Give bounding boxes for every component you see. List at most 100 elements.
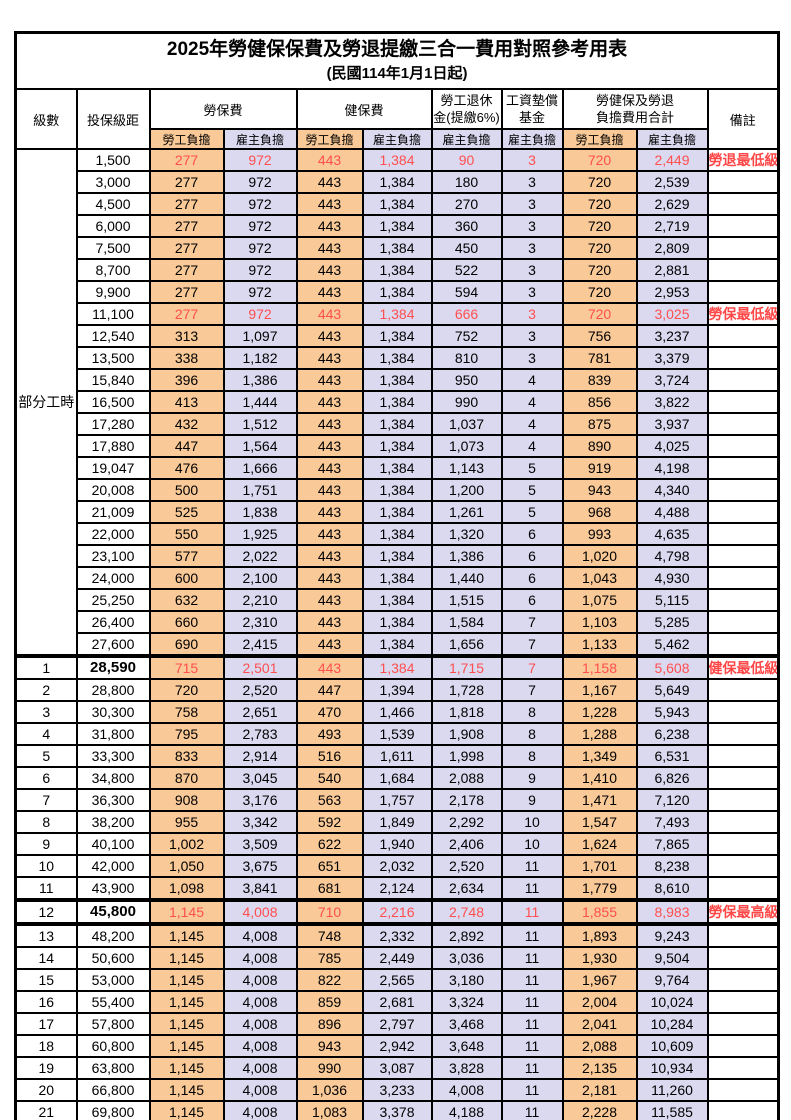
value-cell: 2,415 bbox=[222, 632, 298, 657]
level-cell: 3 bbox=[14, 700, 78, 724]
bracket-cell: 9,900 bbox=[75, 280, 151, 304]
level-cell: 9 bbox=[14, 832, 78, 856]
value-cell: 1,182 bbox=[222, 346, 298, 370]
value-cell: 1,020 bbox=[561, 544, 638, 568]
value-cell: 396 bbox=[148, 368, 225, 392]
header-wage-fund-line2: 基金 bbox=[518, 110, 545, 125]
value-cell: 666 bbox=[430, 302, 503, 326]
value-cell: 6,531 bbox=[635, 744, 709, 768]
value-cell: 11 bbox=[500, 923, 564, 948]
value-cell: 443 bbox=[295, 280, 364, 304]
value-cell: 10 bbox=[500, 810, 564, 834]
table-row: 6,000 277 972 443 1,384 360 3 720 2,719 bbox=[16, 214, 780, 238]
value-cell: 4,008 bbox=[222, 1056, 298, 1080]
value-cell: 3 bbox=[500, 192, 564, 216]
remark-cell bbox=[706, 368, 780, 392]
value-cell: 443 bbox=[295, 192, 364, 216]
bracket-cell: 23,100 bbox=[75, 544, 151, 568]
value-cell: 2,539 bbox=[635, 170, 709, 194]
value-cell: 2,501 bbox=[222, 654, 298, 680]
value-cell: 1,908 bbox=[430, 722, 503, 746]
value-cell: 2,565 bbox=[361, 968, 433, 992]
value-cell: 1,384 bbox=[361, 654, 433, 680]
value-cell: 651 bbox=[295, 854, 364, 878]
value-cell: 360 bbox=[430, 214, 503, 238]
value-cell: 4,198 bbox=[635, 456, 709, 480]
value-cell: 5 bbox=[500, 456, 564, 480]
value-cell: 943 bbox=[561, 478, 638, 502]
value-cell: 1,384 bbox=[361, 368, 433, 392]
value-cell: 972 bbox=[222, 258, 298, 282]
value-cell: 447 bbox=[148, 434, 225, 458]
table-row: 17,880 447 1,564 443 1,384 1,073 4 890 4,025 bbox=[16, 434, 780, 458]
subheader-health-employer: 雇主負擔 bbox=[361, 128, 433, 150]
value-cell: 1,656 bbox=[430, 632, 503, 657]
value-cell: 720 bbox=[561, 170, 638, 194]
value-cell: 972 bbox=[222, 302, 298, 326]
table-row: 3,000 277 972 443 1,384 180 3 720 2,539 bbox=[16, 170, 780, 194]
value-cell: 3 bbox=[500, 302, 564, 326]
value-cell: 11 bbox=[500, 1012, 564, 1036]
value-cell: 2,681 bbox=[361, 990, 433, 1014]
subheader-labor-employee: 勞工負擔 bbox=[148, 128, 225, 150]
value-cell: 972 bbox=[222, 192, 298, 216]
bracket-cell: 69,800 bbox=[75, 1100, 151, 1120]
value-cell: 1,444 bbox=[222, 390, 298, 414]
table-row: 18 60,800 1,145 4,008 943 2,942 3,648 11 2,088 10… bbox=[14, 1034, 780, 1058]
value-cell: 1,386 bbox=[430, 544, 503, 568]
value-cell: 4,340 bbox=[635, 478, 709, 502]
level-cell: 19 bbox=[14, 1056, 78, 1080]
value-cell: 1,037 bbox=[430, 412, 503, 436]
table-row: 22,000 550 1,925 443 1,384 1,320 6 993 4,635 bbox=[16, 522, 780, 546]
bracket-cell: 21,009 bbox=[75, 500, 151, 524]
bracket-cell: 27,600 bbox=[75, 632, 151, 657]
value-cell: 1,930 bbox=[561, 946, 638, 970]
value-cell: 1,757 bbox=[361, 788, 433, 812]
value-cell: 90 bbox=[430, 148, 503, 172]
subheader-total-employer: 雇主負擔 bbox=[635, 128, 709, 150]
remark-cell bbox=[706, 214, 780, 238]
value-cell: 1,666 bbox=[222, 456, 298, 480]
value-cell: 6 bbox=[500, 588, 564, 612]
subheader-fund-employer: 雇主負擔 bbox=[500, 128, 564, 150]
value-cell: 7 bbox=[500, 654, 564, 680]
value-cell: 443 bbox=[295, 412, 364, 436]
value-cell: 690 bbox=[148, 632, 225, 657]
value-cell: 1,145 bbox=[148, 898, 225, 926]
value-cell: 1,384 bbox=[361, 346, 433, 370]
value-cell: 1,564 bbox=[222, 434, 298, 458]
value-cell: 1,384 bbox=[361, 478, 433, 502]
remark-cell: 健保最低級距 bbox=[706, 654, 780, 680]
value-cell: 1,384 bbox=[361, 390, 433, 414]
header-pension-line1: 勞工退休 bbox=[440, 93, 493, 108]
value-cell: 443 bbox=[295, 588, 364, 612]
value-cell: 5 bbox=[500, 478, 564, 502]
value-cell: 1,261 bbox=[430, 500, 503, 524]
value-cell: 1,838 bbox=[222, 500, 298, 524]
value-cell: 443 bbox=[295, 214, 364, 238]
value-cell: 3,937 bbox=[635, 412, 709, 436]
value-cell: 3,237 bbox=[635, 324, 709, 348]
header-total-line1: 勞健保及勞退 bbox=[595, 93, 674, 108]
table-row: 19,047 476 1,666 443 1,384 1,143 5 919 4,198 bbox=[16, 456, 780, 480]
value-cell: 1,103 bbox=[561, 610, 638, 634]
value-cell: 2,088 bbox=[430, 766, 503, 790]
table-row: 5 33,300 833 2,914 516 1,611 1,998 8 1,349 6,531 bbox=[14, 744, 780, 768]
table-row: 23,100 577 2,022 443 1,384 1,386 6 1,020 4,798 bbox=[16, 544, 780, 568]
subheader-total-employee: 勞工負擔 bbox=[561, 128, 638, 150]
value-cell: 1,143 bbox=[430, 456, 503, 480]
table-row: 8 38,200 955 3,342 592 1,849 2,292 10 1,547 7,493 bbox=[14, 810, 780, 834]
value-cell: 3,724 bbox=[635, 368, 709, 392]
value-cell: 2,228 bbox=[561, 1100, 638, 1120]
value-cell: 1,624 bbox=[561, 832, 638, 856]
value-cell: 6 bbox=[500, 544, 564, 568]
value-cell: 277 bbox=[148, 302, 225, 326]
value-cell: 4,930 bbox=[635, 566, 709, 590]
bracket-cell: 66,800 bbox=[75, 1078, 151, 1102]
remark-cell bbox=[706, 1056, 780, 1080]
value-cell: 2,216 bbox=[361, 898, 433, 926]
value-cell: 11 bbox=[500, 968, 564, 992]
value-cell: 1,925 bbox=[222, 522, 298, 546]
bracket-cell: 24,000 bbox=[75, 566, 151, 590]
remark-cell: 勞保最低級距 bbox=[706, 302, 780, 326]
